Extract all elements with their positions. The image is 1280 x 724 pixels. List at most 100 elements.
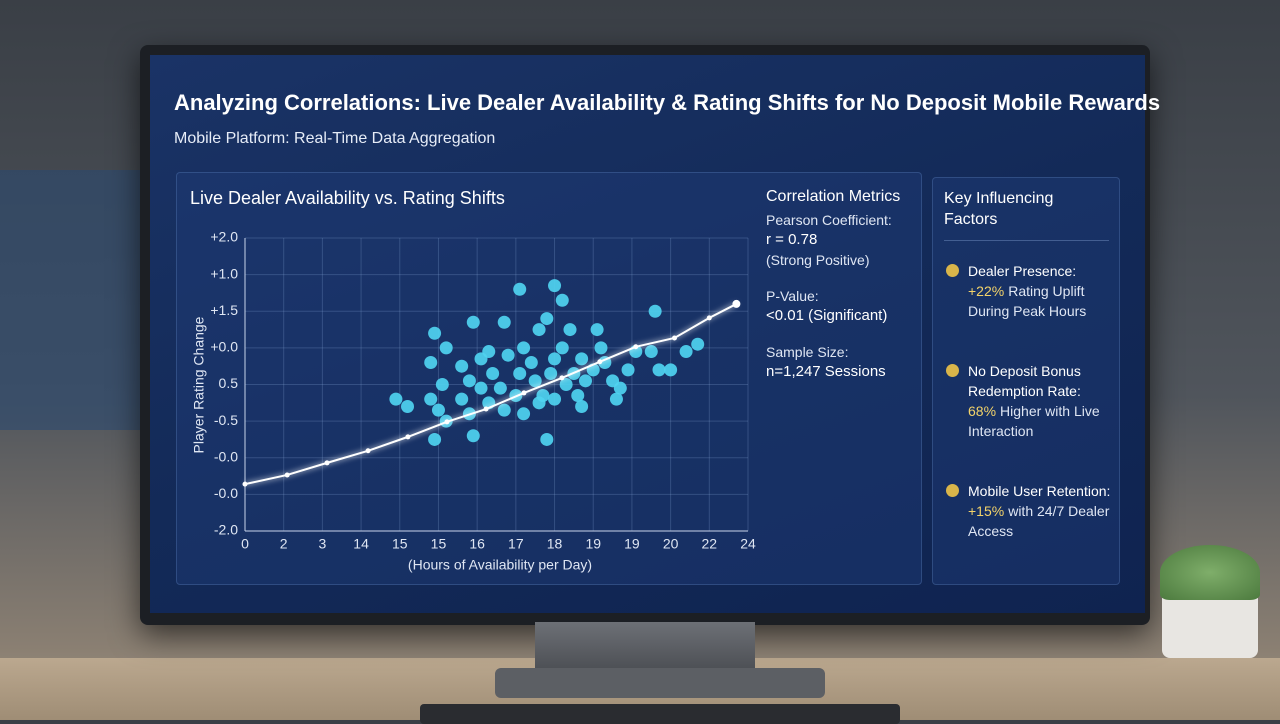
factor-text: with 24/7 Dealer Access [968, 503, 1110, 539]
factor-title: Mobile User Retention: [968, 481, 1128, 501]
y-tick-label: 0.5 [219, 375, 239, 391]
point [455, 392, 469, 406]
metric-text: P-Value: [766, 288, 819, 304]
metric-row: n=1,247 Sessions [766, 362, 916, 382]
point [424, 392, 438, 406]
trend-point [671, 335, 677, 341]
factor-title-text: Dealer Presence: [968, 263, 1077, 279]
point [548, 352, 562, 366]
trend-line [244, 303, 737, 486]
point [466, 315, 480, 329]
factor-detail: 68% Higher with Live Interaction [968, 401, 1128, 441]
metric-row: P-Value: [766, 286, 916, 306]
point [652, 363, 666, 377]
point [555, 341, 569, 355]
point [548, 279, 562, 293]
trend-point [444, 419, 450, 425]
x-tick-label: 14 [353, 536, 369, 552]
factor-detail: +15% with 24/7 Dealer Access [968, 501, 1128, 541]
metrics-title: Correlation Metrics [766, 188, 901, 205]
factors-panel [932, 177, 1120, 585]
y-tick-label: -0.0 [214, 485, 238, 501]
trend-point [521, 390, 527, 396]
point [401, 399, 415, 413]
point [532, 396, 546, 410]
point [517, 341, 531, 355]
x-tick-label: 15 [431, 536, 447, 552]
y-tick-label: +0.0 [210, 339, 238, 355]
x-tick-label: 15 [392, 536, 408, 552]
point [462, 374, 476, 388]
point [621, 363, 635, 377]
point [548, 392, 562, 406]
metric-text: r = 0.78 [766, 231, 818, 248]
x-tick-label: 19 [585, 536, 601, 552]
y-tick-label: -2.0 [214, 522, 238, 538]
point [575, 352, 589, 366]
point [431, 403, 445, 417]
y-axis-label: Player Rating Change [191, 316, 207, 453]
factor-title: Dealer Presence: [968, 261, 1128, 281]
point [578, 374, 592, 388]
trend-point [559, 375, 565, 381]
x-axis-label: (Hours of Availability per Day) [408, 557, 592, 573]
factor-detail: +22% Rating Uplift During Peak Hours [968, 281, 1128, 321]
factor-title: No Deposit Bonus Redemption Rate: [968, 361, 1128, 401]
x-tick-label: 0 [241, 536, 249, 552]
point [455, 359, 469, 373]
point [691, 337, 705, 351]
factor-text: Higher with Live Interaction [968, 403, 1100, 439]
trend-point [405, 434, 411, 440]
x-tick-label: 16 [469, 536, 485, 552]
metric-row: r = 0.78 [766, 230, 916, 250]
factor-text: Rating Uplift During Peak Hours [968, 283, 1087, 319]
point [497, 315, 511, 329]
factor-icon [946, 364, 959, 377]
factor-icon [946, 264, 959, 277]
factor: No Deposit Bonus Redemption Rate: 68% High… [944, 361, 1128, 441]
point [513, 282, 527, 296]
factors-title: Key Influencing Factors [944, 188, 1109, 241]
trend-point [633, 344, 639, 350]
monitor-stand [535, 622, 755, 672]
point [493, 381, 507, 395]
x-tick-label: 18 [547, 536, 563, 552]
point [575, 399, 589, 413]
metrics-list: Pearson Coefficient: r = 0.78 (Strong Posi… [766, 210, 916, 382]
y-tick-label: -0.0 [214, 448, 238, 464]
plant-pot [1162, 598, 1258, 658]
metric-row: <0.01 (Significant) [766, 306, 916, 326]
point [563, 323, 577, 337]
factors: Key Influencing Factors Dealer Presence:… [944, 188, 1110, 541]
point [644, 345, 658, 359]
point [664, 363, 678, 377]
point [613, 381, 627, 395]
point [540, 312, 554, 326]
y-tick-label: +1.5 [210, 302, 238, 318]
point [590, 323, 604, 337]
y-tick-label: -0.5 [214, 412, 238, 428]
metrics: Correlation Metrics Pearson Coefficient:… [766, 188, 916, 382]
point [486, 367, 500, 381]
factor-highlight: +15% [968, 503, 1005, 519]
background-screen [0, 170, 140, 430]
metric-text: <0.01 (Significant) [766, 307, 888, 324]
y-tick-label: +2.0 [210, 229, 238, 245]
point [609, 392, 623, 406]
x-tick-label: 24 [740, 536, 756, 552]
factor-title-text: No Deposit Bonus Redemption Rate: [968, 363, 1081, 399]
point [540, 432, 554, 446]
point [424, 356, 438, 370]
metric-text: n=1,247 Sessions [766, 363, 886, 380]
trend-point [597, 359, 603, 365]
point [435, 378, 449, 391]
trend-point [324, 460, 330, 466]
metric-text: Sample Size: [766, 344, 849, 360]
point [679, 345, 693, 359]
point [428, 326, 442, 340]
factor-highlight: +22% [968, 283, 1005, 299]
metric-row: (Strong Positive) [766, 250, 916, 270]
x-tick-label: 22 [702, 536, 718, 552]
